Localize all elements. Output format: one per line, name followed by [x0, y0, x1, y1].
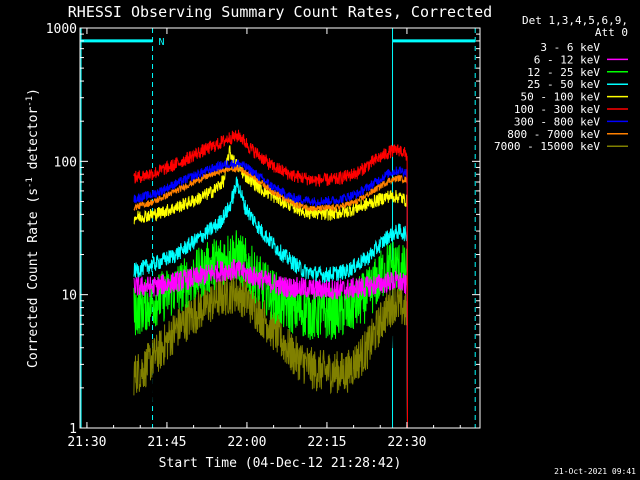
series-line-7: [133, 165, 408, 429]
y-tick-label-1: 10: [61, 289, 77, 304]
legend-label-8: 7000 - 15000 keV: [494, 140, 600, 153]
x-tick-label-2: 22:00: [227, 435, 266, 450]
x-axis-label: Start Time (04-Dec-12 21:28:42): [159, 456, 402, 471]
x-tick-label-1: 21:45: [147, 435, 186, 450]
chart-title: RHESSI Observing Summary Count Rates, Co…: [68, 3, 492, 21]
y-axis-ticks: 1 10 100 1000: [46, 22, 480, 437]
y-tick-label-0: 1: [69, 422, 77, 437]
generation-timestamp: 21-Oct-2021 09:41: [554, 467, 636, 476]
night-marker-label: N: [159, 37, 165, 48]
legend-label-6: 300 - 800 keV: [514, 115, 600, 128]
series-layer: [133, 129, 408, 429]
series-line-8: [133, 273, 408, 429]
legend-label-0: 3 - 6 keV: [540, 41, 600, 54]
legend-header-attenuator: Att 0: [595, 26, 628, 39]
x-axis-ticks: 21:30 21:45 22:00 22:15 22:30: [67, 28, 461, 450]
x-tick-label-0: 21:30: [67, 435, 106, 450]
legend-label-2: 12 - 25 keV: [527, 66, 600, 79]
y-tick-label-2: 100: [54, 155, 77, 170]
series-line-6: [133, 159, 408, 429]
plot-frame: [79, 27, 481, 429]
series-line-3: [133, 175, 408, 429]
legend-label-1: 6 - 12 keV: [534, 53, 601, 66]
series-line-5: [133, 129, 408, 429]
legend-header-detectors: Det 1,3,4,5,6,9,: [522, 14, 628, 27]
legend-label-4: 50 - 100 keV: [521, 91, 601, 104]
x-tick-label-3: 22:15: [307, 435, 346, 450]
y-tick-label-3: 1000: [46, 22, 77, 37]
x-tick-label-4: 22:30: [387, 435, 426, 450]
legend-label-7: 800 - 7000 keV: [507, 128, 600, 141]
legend-label-3: 25 - 50 keV: [527, 78, 600, 91]
legend-label-5: 100 - 300 keV: [514, 103, 600, 116]
series-line-1: [133, 259, 408, 429]
y-axis-label: Corrected Count Rate (s-1 detector-1): [25, 88, 41, 368]
